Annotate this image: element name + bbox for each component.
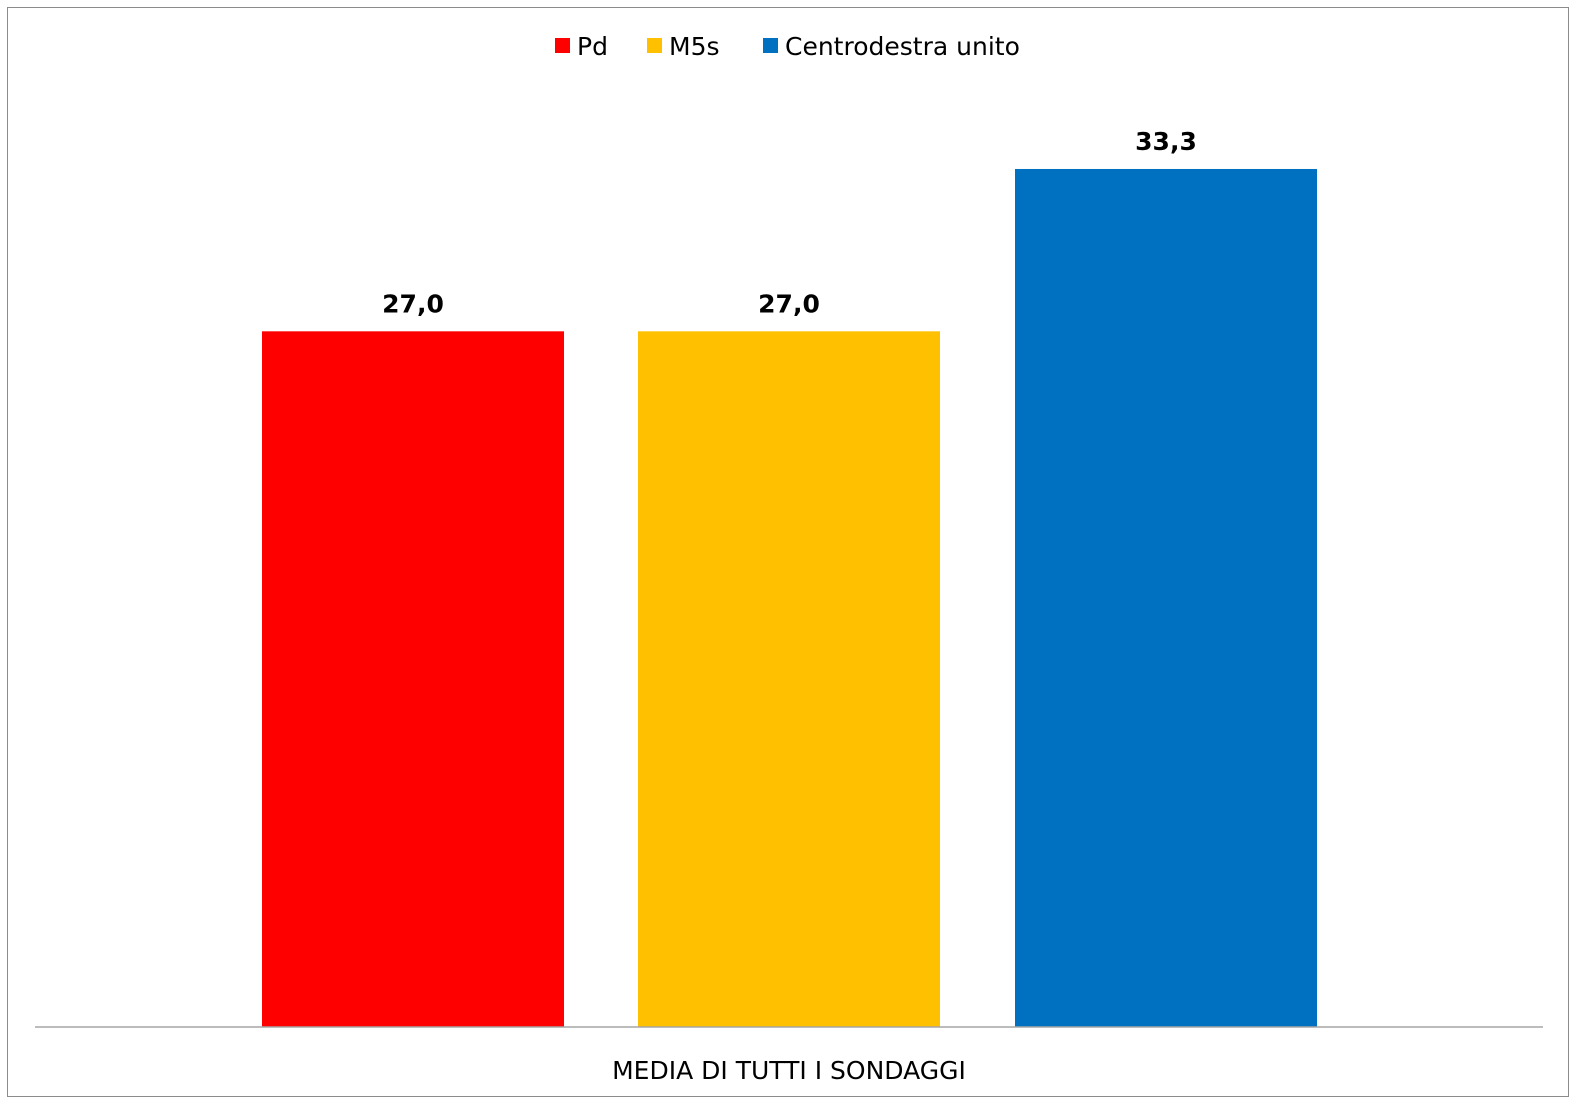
legend-label-m5s: M5s <box>669 32 720 61</box>
data-label-pd: 27,0 <box>382 289 444 318</box>
legend-swatch-centrodestra-unito <box>763 38 778 53</box>
legend-swatch-pd <box>555 38 570 53</box>
category-label: MEDIA DI TUTTI I SONDAGGI <box>612 1056 966 1085</box>
bar-m5s <box>638 331 940 1027</box>
data-label-centrodestra-unito: 33,3 <box>1135 127 1197 156</box>
legend-label-pd: Pd <box>577 32 608 61</box>
data-label-m5s: 27,0 <box>758 289 820 318</box>
bar-centrodestra-unito <box>1015 169 1317 1027</box>
bar-pd <box>262 331 564 1027</box>
legend: Pd M5s Centrodestra unito <box>555 32 1020 61</box>
legend-label-centrodestra-unito: Centrodestra unito <box>785 32 1020 61</box>
legend-swatch-m5s <box>647 38 662 53</box>
